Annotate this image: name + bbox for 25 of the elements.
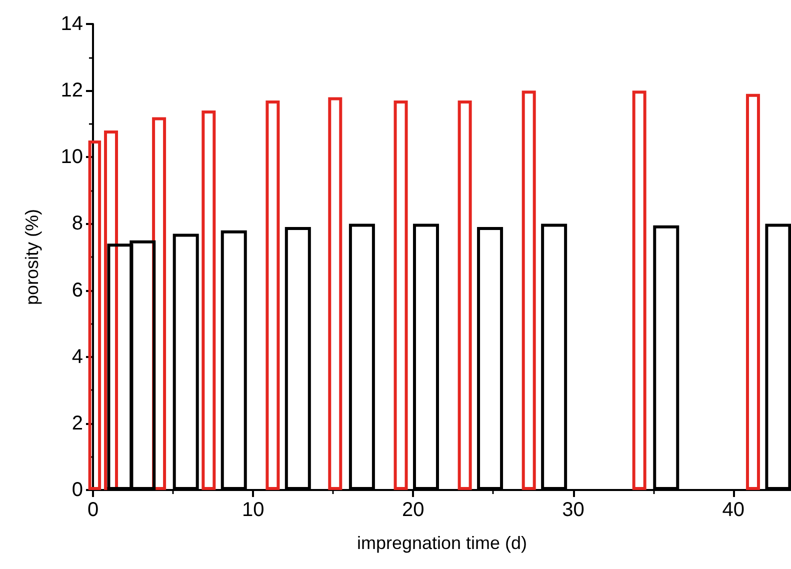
bar: [746, 94, 760, 490]
bar: [458, 100, 472, 490]
x-tick-label: 0: [87, 499, 99, 521]
x-tick-label: 10: [242, 499, 264, 521]
bar: [522, 90, 536, 490]
bar: [202, 110, 216, 490]
x-axis-title: impregnation time (d): [356, 533, 528, 553]
x-tick-label: 20: [402, 499, 424, 521]
bar: [104, 130, 118, 490]
y-tick-label: 10: [60, 146, 83, 168]
y-tick-label: 12: [60, 80, 83, 102]
y-tick-label: 14: [60, 13, 83, 35]
y-tick-label: 8: [72, 212, 83, 235]
bar: [632, 90, 646, 490]
bar: [88, 140, 102, 490]
x-tick-label: 40: [722, 499, 744, 521]
y-tick-label: 4: [72, 346, 83, 368]
y-axis-title: porosity (%): [22, 208, 42, 306]
y-tick-label: 6: [72, 279, 83, 302]
bar: [266, 100, 280, 490]
y-tick-label: 0: [72, 479, 83, 501]
bar: [394, 100, 408, 490]
y-tick-label: 2: [72, 412, 83, 434]
x-tick-label: 30: [562, 499, 584, 521]
bar: [328, 97, 342, 490]
